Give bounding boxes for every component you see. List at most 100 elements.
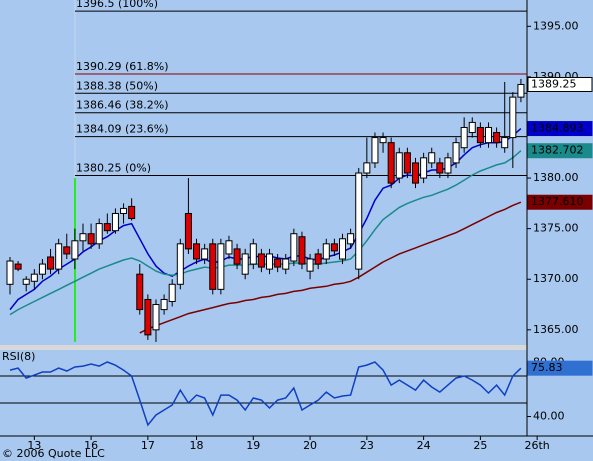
price-tag (527, 121, 593, 137)
x-tick-label: 13 (27, 439, 41, 452)
candle-body (371, 137, 379, 164)
x-tick-label: 24 (417, 439, 431, 452)
candle-body (111, 212, 119, 232)
price-tag-label: 1389.25 (531, 77, 577, 90)
moving-average (9, 128, 522, 311)
y-tick-label: 1375.00 (533, 222, 579, 235)
candle-body (387, 142, 395, 184)
candle-body (79, 233, 87, 242)
candle-body (412, 162, 419, 184)
candle-body (160, 298, 168, 311)
x-tick-label: 16 (84, 439, 98, 452)
candle-body (347, 233, 355, 245)
candle-body (379, 137, 387, 144)
x-tick-label: 26th (525, 439, 550, 452)
x-tick-label: 25 (473, 439, 487, 452)
candle-body (330, 243, 338, 252)
candle-body (225, 240, 233, 255)
x-tick-label: 19 (246, 439, 260, 452)
candle-body (428, 152, 436, 164)
candle-body (22, 278, 30, 285)
x-tick-label: 20 (303, 439, 317, 452)
price-tag-label: 1382.702 (531, 144, 584, 157)
moving-average (9, 150, 522, 316)
candle-body (241, 253, 249, 275)
price-tag (527, 360, 593, 376)
candle-body (306, 258, 314, 272)
candle-body (6, 260, 14, 285)
candle-body (257, 253, 265, 268)
candle-body (436, 162, 444, 174)
candle-body (395, 152, 403, 179)
price-tag-label: 75.83 (531, 361, 563, 374)
y-tick-label: 40.00 (533, 410, 565, 423)
candle-body (468, 121, 476, 134)
fib-label: 1390.29 (61.8%) (76, 60, 169, 73)
candle-body (355, 172, 363, 270)
fib-label: 1380.25 (0%) (76, 162, 151, 175)
price-tag-label: 1377.610 (531, 195, 584, 208)
candle-body (201, 248, 209, 260)
candle-body (363, 162, 371, 174)
candle-body (209, 243, 217, 290)
candle-body (144, 298, 152, 336)
candle-body (444, 157, 452, 174)
candle-body (193, 243, 201, 260)
rsi-title: RSI(8) (2, 350, 35, 363)
pane-separator (0, 345, 527, 350)
y-tick-label: 1370.00 (533, 272, 579, 285)
fib-label: 1386.46 (38.2%) (76, 99, 169, 112)
candle-body (87, 233, 95, 245)
candle-body (30, 273, 38, 282)
price-tag (527, 76, 593, 92)
candle-body (103, 223, 111, 232)
candle-body (120, 207, 128, 214)
rsi-line (9, 361, 522, 427)
price-tag-label: 1384.893 (531, 122, 584, 135)
fib-label: 1384.09 (23.6%) (76, 123, 169, 136)
price-tag (527, 194, 593, 210)
candle-body (55, 243, 63, 270)
candle-body (249, 243, 257, 265)
candle-body (314, 253, 322, 265)
candle-body (38, 263, 46, 275)
fib-label: 1396.5 (100%) (76, 0, 158, 10)
candle-body (176, 243, 184, 285)
candle-body (420, 157, 428, 179)
candle-body (14, 263, 22, 270)
candle-body (452, 142, 460, 164)
candle-body (168, 283, 176, 302)
candle-body (63, 246, 71, 255)
y-tick-label: 1380.00 (533, 171, 579, 184)
candle-body (476, 126, 484, 144)
candle-body (290, 233, 298, 262)
candle-body (322, 243, 330, 260)
candle-body (71, 240, 79, 260)
candle-body (501, 137, 509, 149)
y-tick-label: 1395.00 (533, 19, 579, 32)
candle-body (509, 96, 517, 139)
x-tick-label: 23 (360, 439, 374, 452)
candle-body (47, 256, 55, 270)
x-tick-label: 17 (141, 439, 155, 452)
candle-body (128, 205, 136, 220)
y-tick-label: 1365.00 (533, 323, 579, 336)
candle-body (493, 132, 501, 144)
candle-body (403, 152, 411, 174)
candle-body (152, 304, 160, 331)
candle-body (298, 236, 306, 265)
candle-body (460, 126, 468, 149)
price-tag (527, 143, 593, 159)
candle-body (217, 243, 225, 290)
copyright: © 2006 Quote LLC (2, 447, 105, 460)
candle-body (233, 248, 241, 265)
fib-label: 1388.38 (50%) (76, 79, 158, 92)
candle-body (266, 253, 274, 270)
candle-body (274, 258, 282, 268)
x-tick-label: 18 (190, 439, 204, 452)
candle-body (95, 223, 103, 245)
candle-body (136, 273, 144, 311)
candle-body (184, 212, 192, 250)
candle-body (484, 126, 492, 144)
